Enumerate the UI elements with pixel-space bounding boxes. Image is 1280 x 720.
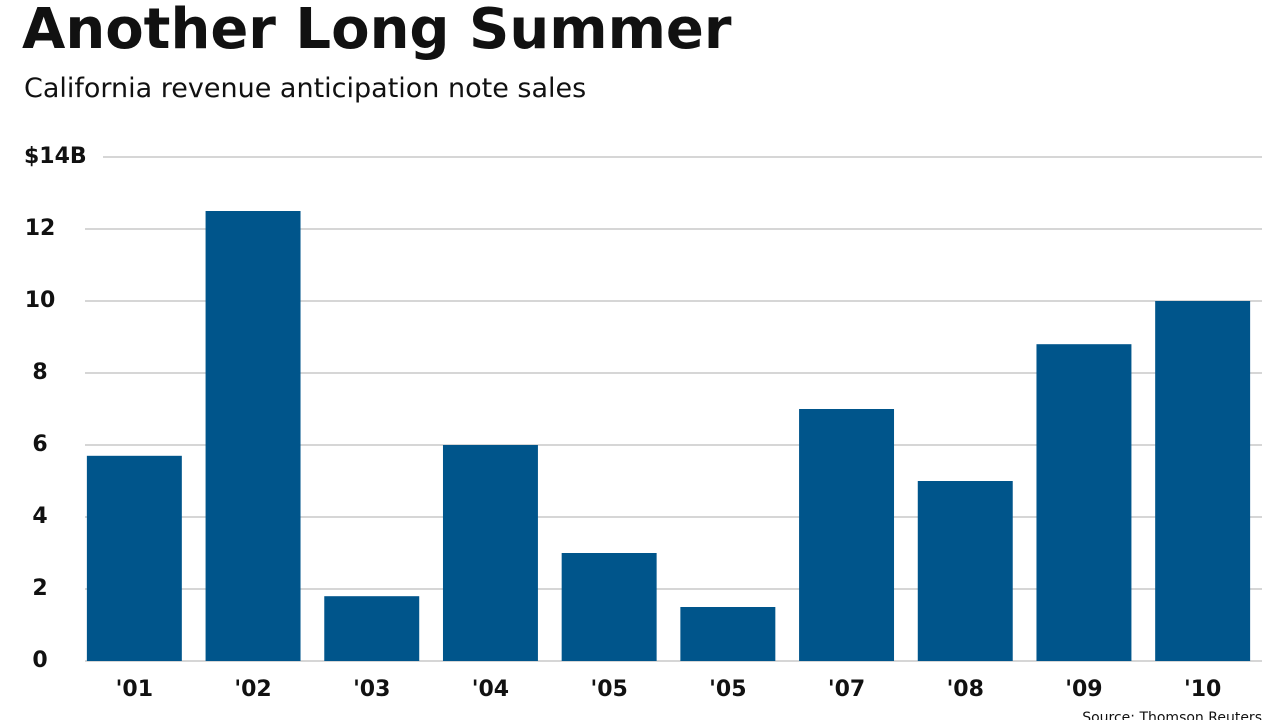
bar (917, 481, 1013, 661)
y-tick-label: 12 (25, 216, 56, 241)
x-tick-label: '01 (116, 677, 153, 702)
bar (680, 607, 776, 661)
y-tick-label: 6 (32, 432, 47, 457)
bar (324, 596, 420, 661)
x-tick-label: '09 (1065, 677, 1102, 702)
x-tick-label: '03 (353, 677, 390, 702)
x-tick-label: '08 (947, 677, 984, 702)
bar (1155, 301, 1251, 661)
x-tick-label: '05 (590, 677, 627, 702)
x-tick-label: '02 (234, 677, 271, 702)
y-tick-label: $14B (24, 144, 87, 169)
y-tick-label: 4 (32, 504, 47, 529)
bar (86, 455, 182, 661)
y-tick-label: 8 (32, 360, 47, 385)
bar (799, 409, 895, 661)
bar (561, 553, 657, 661)
bar (442, 445, 538, 661)
x-tick-label: '07 (828, 677, 865, 702)
bar (205, 211, 301, 661)
source-note: Source: Thomson Reuters (1082, 710, 1262, 720)
y-tick-label: 0 (32, 648, 47, 673)
x-tick-label: '05 (709, 677, 746, 702)
y-tick-label: 2 (32, 576, 47, 601)
x-tick-label: '10 (1184, 677, 1221, 702)
y-tick-label: 10 (25, 288, 56, 313)
bar (1036, 344, 1132, 661)
x-tick-label: '04 (472, 677, 509, 702)
chart-title: Another Long Summer (22, 0, 732, 62)
chart-subtitle: California revenue anticipation note sal… (24, 73, 586, 104)
